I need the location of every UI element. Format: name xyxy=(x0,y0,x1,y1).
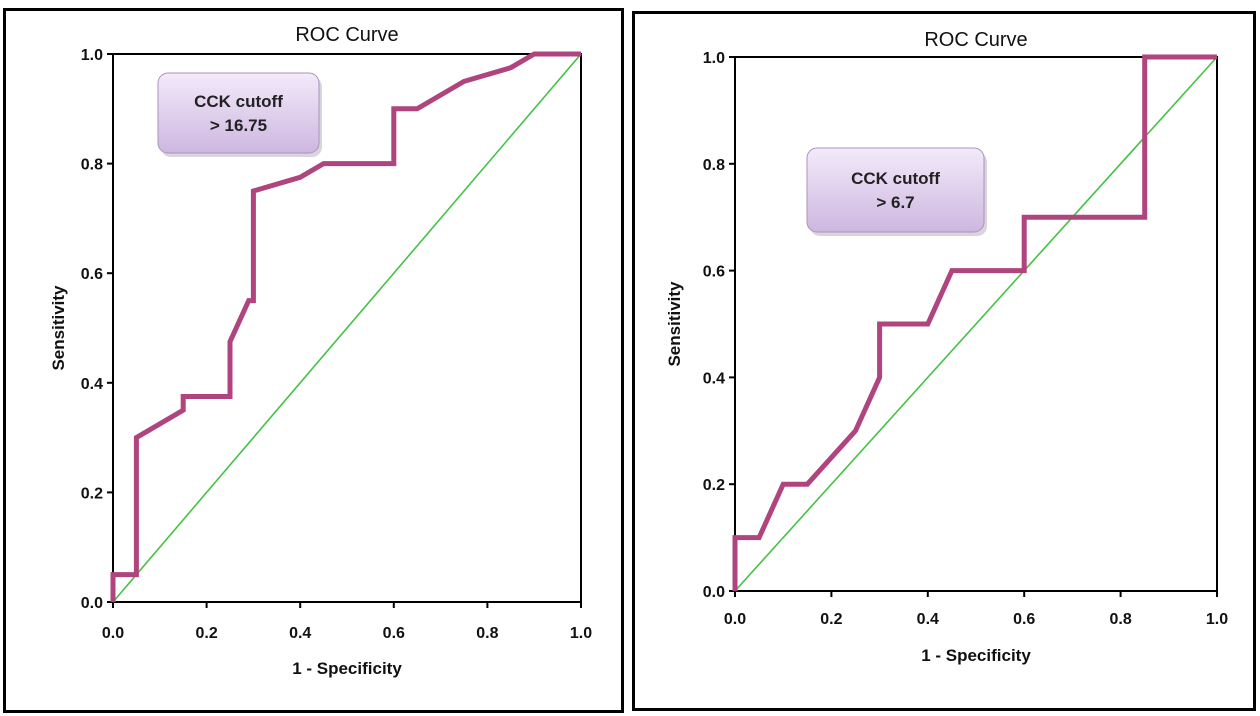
roc-panel-right: ROC Curve 0.0 0.2 0.4 0.6 0.8 1.0 0.0 0.2 0.4 0.6 0… xyxy=(632,11,1256,711)
x-tick-label: 0.8 xyxy=(476,625,498,642)
x-axis-title: 1 - Specificity xyxy=(921,646,1031,665)
cutoff-annotation: CCK cutoff > 6.7 xyxy=(806,147,987,236)
roc-curve-line xyxy=(110,51,581,602)
x-tick-label: 0.0 xyxy=(102,625,124,642)
roc-chart-right: ROC Curve 0.0 0.2 0.4 0.6 0.8 1.0 0.0 0.2 0.4 0.6 0… xyxy=(665,29,1228,665)
x-tick-label: 0.4 xyxy=(917,611,939,628)
chart-title: ROC Curve xyxy=(295,24,398,46)
plot-frame xyxy=(112,53,582,603)
x-tick-label: 0.4 xyxy=(289,625,311,642)
annotation-line-2: > 6.7 xyxy=(876,193,914,212)
x-tick-label: 0.6 xyxy=(1013,611,1035,628)
cutoff-annotation: CCK cutoff > 16.75 xyxy=(157,72,322,157)
x-tick-label: 0.2 xyxy=(820,611,842,628)
annotation-box xyxy=(806,147,985,233)
annotation-line-1: CCK cutoff xyxy=(851,169,940,188)
x-tick-label: 1.0 xyxy=(570,625,592,642)
annotation-line-2: > 16.75 xyxy=(210,116,267,135)
roc-curve-line xyxy=(732,54,1217,591)
annotation-line-1: CCK cutoff xyxy=(194,92,283,111)
plot-frame xyxy=(734,56,1218,592)
x-tick-label: 1.0 xyxy=(1206,611,1228,628)
annotation-box xyxy=(157,72,320,154)
y-tick-label: 0.0 xyxy=(703,584,725,601)
y-tick-label: 0.4 xyxy=(81,376,103,393)
x-axis-title: 1 - Specificity xyxy=(292,659,402,678)
y-tick-label: 0.8 xyxy=(81,157,103,174)
x-tick-label: 0.0 xyxy=(724,611,746,628)
reference-diagonal-line xyxy=(734,56,1218,592)
y-tick-label: 0.8 xyxy=(703,157,725,174)
x-tick-label: 0.8 xyxy=(1109,611,1131,628)
y-tick-label: 0.0 xyxy=(81,595,103,612)
y-tick-label: 1.0 xyxy=(81,47,103,64)
y-axis-title: Sensitivity xyxy=(665,281,684,367)
x-tick-label: 0.2 xyxy=(195,625,217,642)
y-tick-label: 0.2 xyxy=(81,485,103,502)
y-tick-label: 0.2 xyxy=(703,477,725,494)
y-tick-label: 0.4 xyxy=(703,370,725,387)
y-tick-label: 0.6 xyxy=(81,266,103,283)
chart-title: ROC Curve xyxy=(924,29,1027,51)
y-tick-label: 0.6 xyxy=(703,264,725,281)
y-tick-label: 1.0 xyxy=(703,50,725,67)
y-axis-title: Sensitivity xyxy=(49,285,68,371)
x-tick-label: 0.6 xyxy=(383,625,405,642)
roc-panel-left: ROC Curve 0.0 0.2 0.4 0.6 0.8 1.0 0.0 0.2 0.4 0.6 0… xyxy=(3,8,624,713)
roc-chart-left: ROC Curve 0.0 0.2 0.4 0.6 0.8 1.0 0.0 0.2 0.4 0.6 0… xyxy=(49,24,592,678)
reference-diagonal-line xyxy=(112,53,582,603)
